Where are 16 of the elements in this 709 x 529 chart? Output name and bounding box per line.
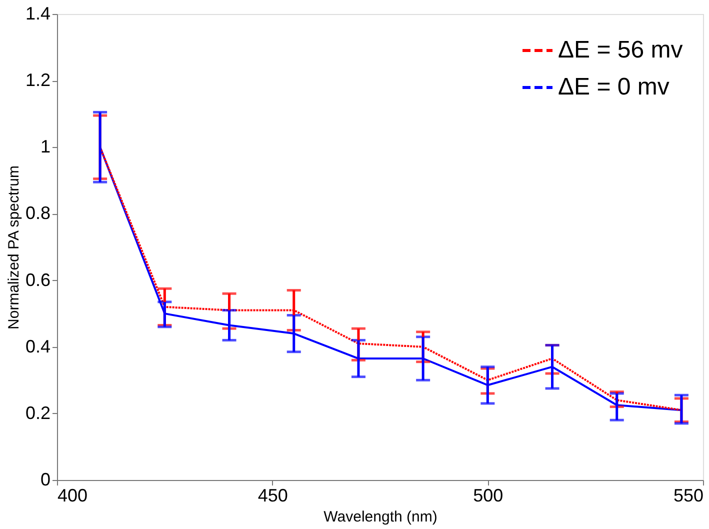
x-tick-label: 400 [58, 486, 88, 506]
x-tick-label: 450 [258, 486, 288, 506]
y-tick-label: 0 [40, 470, 50, 490]
x-tick-label: 500 [473, 486, 504, 506]
y-tick-label: 0.8 [25, 203, 50, 224]
y-tick-label: 0.2 [25, 402, 50, 423]
x-axis-title: Wavelength (nm) [324, 508, 438, 526]
y-tick-label: 1.4 [25, 4, 50, 24]
y-axis-title: Normalized PA spectrum [5, 166, 22, 330]
y-tick-label: 1 [40, 136, 50, 157]
y-tick-label: 1.2 [25, 70, 50, 90]
y-tick-label: 0.4 [25, 336, 50, 356]
legend-label: ΔE = 0 mv [558, 74, 670, 100]
y-tick-label: 0.6 [25, 270, 50, 290]
x-tick-label: 550 [673, 486, 704, 506]
legend-label: ΔE = 56 mv [558, 36, 683, 64]
